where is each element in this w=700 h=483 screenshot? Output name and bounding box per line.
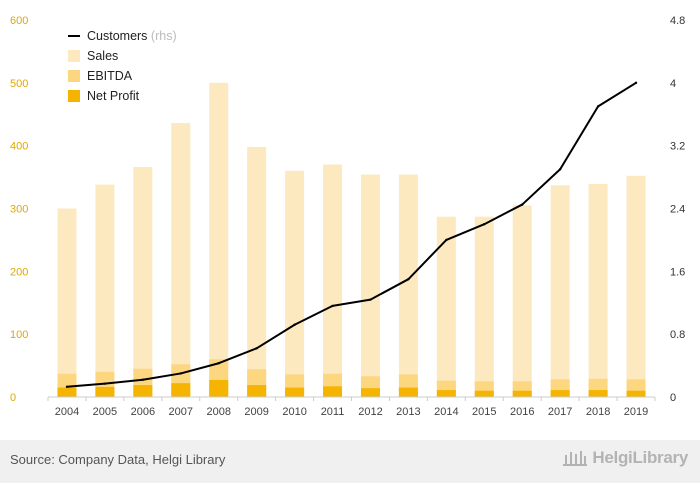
x-tick-label: 2011 bbox=[321, 406, 345, 418]
bars-layer bbox=[57, 82, 646, 398]
x-tick-label: 2008 bbox=[206, 406, 230, 418]
line-layer bbox=[65, 81, 638, 388]
y-right-tick-label: 2.4 bbox=[670, 204, 685, 216]
x-axis: 2004 2005 2006 2007 2008 2009 2010 2011 2012 2013… bbox=[47, 397, 656, 418]
sales-bar-2017[interactable] bbox=[550, 185, 570, 397]
library-building-icon bbox=[563, 451, 588, 466]
x-tick-label: 2004 bbox=[55, 406, 79, 418]
customers-point-2017[interactable] bbox=[558, 168, 562, 171]
source-note: Source: Company Data, Helgi Library bbox=[10, 452, 226, 467]
legend-sales-swatch bbox=[68, 50, 80, 62]
y-axis-right: 0 0.8 1.6 2.4 3.2 4 4.8 bbox=[670, 15, 685, 404]
legend-ebitda-swatch bbox=[68, 70, 80, 82]
customers-point-2006[interactable] bbox=[141, 378, 145, 381]
y-left-tick-label: 300 bbox=[10, 204, 28, 216]
customers-point-2009[interactable] bbox=[255, 347, 258, 350]
customers-point-2010[interactable] bbox=[293, 323, 296, 326]
y-right-tick-label: 4.8 bbox=[670, 15, 685, 27]
x-tick-label: 2017 bbox=[548, 406, 572, 418]
net-profit-bar-2017[interactable] bbox=[550, 390, 570, 397]
y-right-tick-label: 3.2 bbox=[670, 141, 685, 153]
y-left-tick-label: 500 bbox=[10, 78, 28, 90]
chart: 0 100 200 300 400 500 600 0 0.8 1.6 2.4 3.2 4 4.8 20… bbox=[10, 15, 685, 418]
y-left-tick-label: 400 bbox=[10, 141, 28, 153]
sales-bar-2005[interactable] bbox=[95, 184, 115, 397]
net-profit-bar-2007[interactable] bbox=[171, 383, 191, 397]
sales-bar-2008[interactable] bbox=[209, 82, 229, 397]
net-profit-bar-2012[interactable] bbox=[360, 388, 380, 397]
sales-bar-2010[interactable] bbox=[285, 170, 305, 397]
customers-point-2005[interactable] bbox=[103, 382, 107, 385]
net-profit-bar-2015[interactable] bbox=[474, 390, 494, 397]
legend-customers-suffix: (rhs) bbox=[151, 29, 177, 43]
sales-bar-2013[interactable] bbox=[398, 174, 418, 397]
sales-bar-2015[interactable] bbox=[474, 216, 494, 397]
sales-bar-2019[interactable] bbox=[626, 175, 646, 397]
x-tick-label: 2016 bbox=[510, 406, 534, 418]
y-left-tick-label: 600 bbox=[10, 15, 28, 27]
sales-bar-2006[interactable] bbox=[133, 167, 153, 397]
customers-point-2019[interactable] bbox=[634, 81, 638, 85]
sales-bar-2018[interactable] bbox=[588, 184, 608, 397]
legend-ebitda-label: EBITDA bbox=[87, 69, 133, 83]
x-tick-label: 2019 bbox=[624, 406, 648, 418]
customers-line[interactable] bbox=[66, 81, 637, 388]
x-tick-label: 2015 bbox=[472, 406, 496, 418]
net-profit-bar-2010[interactable] bbox=[285, 387, 305, 397]
x-tick-label: 2010 bbox=[282, 406, 306, 418]
x-tick-label: 2018 bbox=[586, 406, 610, 418]
customers-point-2014[interactable] bbox=[445, 238, 448, 242]
sales-bar-2004[interactable] bbox=[57, 208, 77, 398]
customers-point-2015[interactable] bbox=[483, 223, 486, 226]
legend-customers-label: Customers (rhs) bbox=[87, 29, 177, 43]
sales-bar-2012[interactable] bbox=[360, 174, 380, 397]
net-profit-bar-2011[interactable] bbox=[323, 386, 343, 397]
net-profit-bar-2008[interactable] bbox=[209, 380, 229, 397]
x-tick-label: 2014 bbox=[434, 406, 458, 418]
logo-text: HelgiLibrary bbox=[592, 448, 688, 467]
footer: Source: Company Data, Helgi Library Helg… bbox=[0, 440, 700, 483]
y-right-tick-label: 1.6 bbox=[670, 266, 685, 278]
sales-bar-2007[interactable] bbox=[171, 123, 191, 398]
x-tick-label: 2013 bbox=[396, 406, 420, 418]
net-profit-bar-2004[interactable] bbox=[57, 387, 77, 397]
net-profit-bar-2005[interactable] bbox=[95, 386, 115, 397]
y-left-tick-label: 0 bbox=[10, 392, 16, 404]
sales-bar-2009[interactable] bbox=[247, 146, 267, 397]
customers-point-2018[interactable] bbox=[596, 105, 600, 108]
net-profit-bar-2013[interactable] bbox=[398, 387, 418, 397]
customers-point-2011[interactable] bbox=[331, 304, 334, 308]
net-profit-bar-2016[interactable] bbox=[512, 390, 532, 397]
y-right-tick-label: 0.8 bbox=[670, 329, 685, 341]
customers-point-2007[interactable] bbox=[179, 372, 182, 375]
net-profit-bar-2014[interactable] bbox=[436, 390, 456, 397]
y-right-tick-label: 4 bbox=[670, 78, 676, 90]
sales-bar-2016[interactable] bbox=[512, 205, 532, 397]
legend-net-profit-swatch bbox=[68, 90, 80, 102]
x-tick-label: 2005 bbox=[93, 406, 117, 418]
customers-point-2012[interactable] bbox=[369, 298, 372, 301]
customers-point-2008[interactable] bbox=[217, 362, 220, 365]
customers-point-2016[interactable] bbox=[521, 203, 524, 206]
helgi-library-logo[interactable]: HelgiLibrary bbox=[562, 448, 688, 468]
customers-point-2004[interactable] bbox=[65, 385, 69, 388]
x-tick-label: 2006 bbox=[131, 406, 155, 418]
legend[interactable]: Customers (rhs) Sales EBITDA Net Profit bbox=[68, 29, 177, 103]
net-profit-bar-2009[interactable] bbox=[247, 385, 267, 397]
net-profit-bar-2018[interactable] bbox=[588, 390, 608, 397]
sales-bar-2011[interactable] bbox=[323, 164, 343, 397]
x-tick-label: 2007 bbox=[169, 406, 193, 418]
legend-sales-label: Sales bbox=[87, 49, 118, 63]
net-profit-bar-2019[interactable] bbox=[626, 390, 646, 397]
sales-bar-2014[interactable] bbox=[436, 216, 456, 397]
y-right-tick-label: 0 bbox=[670, 392, 676, 404]
y-axis-left: 0 100 200 300 400 500 600 bbox=[10, 15, 28, 404]
x-tick-label: 2009 bbox=[244, 406, 268, 418]
net-profit-bar-2006[interactable] bbox=[133, 385, 153, 397]
legend-net-profit-label: Net Profit bbox=[87, 89, 140, 103]
y-left-tick-label: 100 bbox=[10, 329, 28, 341]
x-tick-label: 2012 bbox=[358, 406, 382, 418]
customers-point-2013[interactable] bbox=[407, 277, 410, 281]
y-left-tick-label: 200 bbox=[10, 266, 28, 278]
